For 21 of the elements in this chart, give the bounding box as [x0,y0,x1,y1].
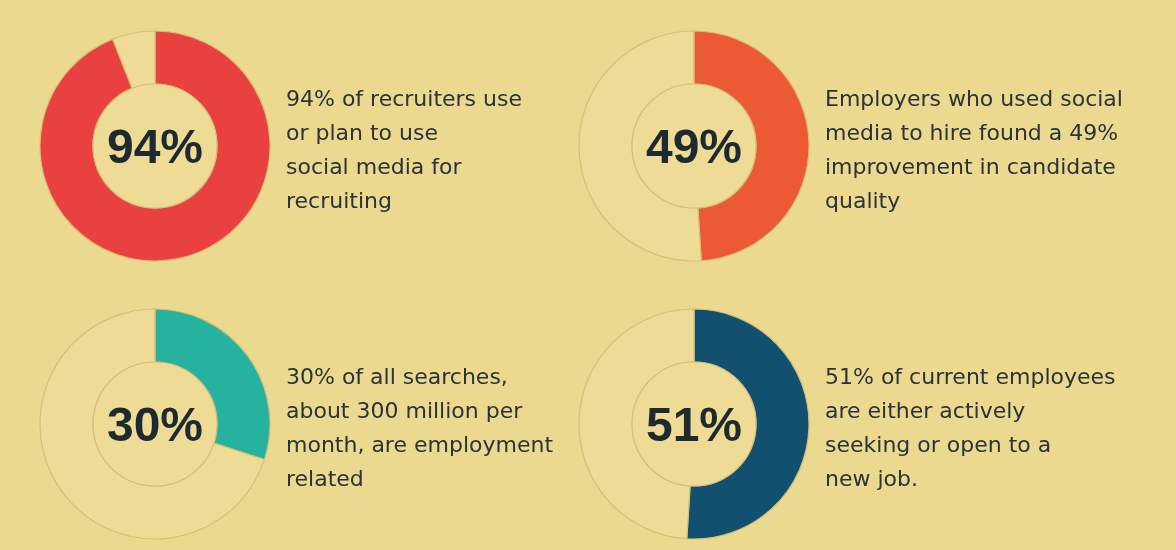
text: 30% [106,398,204,451]
text: social media for [286,154,463,179]
text: 51% [645,398,743,451]
text: seeking or open to a [825,432,1052,457]
text: improvement in candidate [825,154,1116,179]
text: 94% of recruiters use [286,86,522,111]
text: new job. [825,466,918,491]
text: 51% of current employees [825,364,1116,389]
text: 49% [645,120,743,173]
text: month, are employment [286,432,554,457]
text: 30% of all searches, [286,364,508,389]
text: recruiting [286,188,392,213]
text: quality [825,188,901,213]
text: Employers who used social [825,86,1123,111]
text: 94% [106,120,204,173]
text: about 300 million per [286,398,524,423]
text: related [286,466,364,491]
donut-slice [39,30,271,262]
text: media to hire found a 49% [825,120,1119,145]
text: are either actively [825,398,1026,423]
text: or plan to use [286,120,439,145]
